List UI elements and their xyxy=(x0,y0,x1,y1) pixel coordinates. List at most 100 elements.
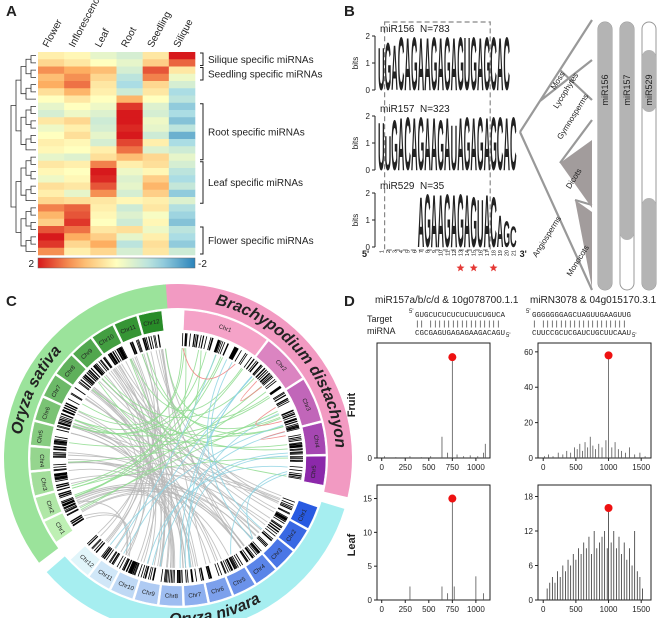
synteny-link xyxy=(68,417,281,463)
chromosome-label: Chr4 xyxy=(312,435,320,449)
chromosome xyxy=(183,309,268,357)
heatmap-cell xyxy=(116,182,143,191)
heatmap-cell xyxy=(142,189,170,198)
tick-label: 500 xyxy=(569,463,583,472)
chromosome-label: Chr6 xyxy=(42,406,52,421)
heatmap-cell xyxy=(142,175,170,183)
chromosome xyxy=(30,421,55,447)
heatmap-cell xyxy=(90,247,117,256)
heatmap-cell xyxy=(142,204,170,212)
logo-letter: G xyxy=(418,104,425,187)
chromosome xyxy=(301,422,327,455)
heatmap-cell xyxy=(142,226,170,234)
heatmap-cell xyxy=(168,197,196,205)
logo-letter: G xyxy=(444,181,451,264)
tick-label: 60 xyxy=(524,348,533,357)
synteny-link xyxy=(68,468,194,568)
heatmap-cell xyxy=(116,233,143,241)
logo-letter: A xyxy=(477,24,484,107)
heatmap-cell xyxy=(116,218,143,227)
column-label: Silique xyxy=(172,17,196,49)
logo-letter: A xyxy=(484,104,491,187)
tick-label: 6 xyxy=(529,562,534,571)
chromosome xyxy=(290,500,318,529)
column-label: Flower xyxy=(41,17,65,49)
logo-letter: A xyxy=(497,24,504,107)
tick-label: 1500 xyxy=(632,463,650,472)
chromosome xyxy=(138,310,165,335)
position-label: 3 xyxy=(393,250,399,253)
heatmap-cell xyxy=(90,153,117,162)
chromosome-label: Chr6 xyxy=(211,586,226,596)
heatmap-cell xyxy=(168,247,196,256)
heatmap-cell xyxy=(116,211,143,220)
tick-label: 2 xyxy=(366,112,371,121)
heatmap-cell xyxy=(38,189,65,198)
tick-label: 500 xyxy=(422,463,436,472)
annotation: Flower specific miRNAs xyxy=(208,236,314,247)
heatmap-cell xyxy=(142,131,170,140)
synteny-link xyxy=(118,365,262,531)
synteny-link xyxy=(129,348,187,436)
prime-label: 5' xyxy=(526,309,530,315)
chromosome xyxy=(34,397,62,426)
tick-label: 12 xyxy=(524,527,533,536)
heatmap-cell xyxy=(116,139,143,147)
heatmap-cell xyxy=(90,160,117,169)
logo-letter: C xyxy=(497,104,504,187)
heatmap-cell xyxy=(38,110,65,118)
heatmap-cell xyxy=(64,66,91,75)
heatmap-cell xyxy=(142,153,170,162)
family-presence xyxy=(598,22,612,290)
heatmap-cell xyxy=(168,211,196,220)
logo-letter: G xyxy=(385,30,392,106)
synteny-link xyxy=(92,387,154,563)
synteny-link xyxy=(206,359,253,540)
heatmap-cell xyxy=(142,124,170,133)
tick-label: 1 xyxy=(366,139,371,148)
family-label: miR156 xyxy=(600,74,610,105)
heatmap-cell xyxy=(38,52,65,60)
logo-letter: A xyxy=(464,181,471,264)
heatmap-cell xyxy=(168,81,196,89)
heatmap-cell xyxy=(38,197,65,205)
bracket xyxy=(200,52,204,66)
heatmap-cell xyxy=(38,204,65,212)
chromosome-label: Chr3 xyxy=(39,477,47,492)
heatmap-cell xyxy=(38,240,65,249)
target-sequence: GGGGGGGAGCUAGUUGAAGUUG xyxy=(532,312,632,320)
heatmap-cell xyxy=(168,204,196,212)
heatmap-cell xyxy=(90,226,117,234)
synteny-link xyxy=(113,368,275,513)
position-label: 7 xyxy=(419,250,425,253)
tick-label: 0 xyxy=(379,605,384,614)
column-label: Root xyxy=(120,25,140,49)
clade-triangle xyxy=(575,200,592,288)
position-label: 21 xyxy=(511,250,517,256)
heatmap-cell xyxy=(116,52,143,60)
family-label: miR529 xyxy=(644,74,654,105)
heatmap-cell xyxy=(90,88,117,96)
heatmap-cell xyxy=(168,73,196,82)
chromosome-label: Chr11 xyxy=(120,324,138,336)
logo-letter: G xyxy=(464,104,471,187)
logo-count: N=35 xyxy=(420,181,445,192)
heatmap-cell xyxy=(90,131,117,140)
heatmap-cell xyxy=(38,233,65,241)
heatmap-cell xyxy=(38,211,65,220)
chromosome-label: Chr9 xyxy=(141,589,156,598)
chromosome xyxy=(256,340,303,389)
tick-label: 5 xyxy=(368,562,373,571)
heatmap-cell xyxy=(90,146,117,154)
position-label: 6 xyxy=(412,250,418,253)
logo-name: miR529 xyxy=(380,181,415,192)
logo-letter: A xyxy=(451,181,458,264)
position-label: 4 xyxy=(399,250,405,253)
chromosome xyxy=(35,492,63,521)
heatmap-cell xyxy=(116,110,143,118)
pairing: | ||||||||||||||||||| xyxy=(532,321,627,329)
synteny-link xyxy=(101,378,288,451)
heatmap-cell xyxy=(116,146,143,154)
logo-letter: A xyxy=(451,24,458,107)
tick-label: 1000 xyxy=(600,463,618,472)
